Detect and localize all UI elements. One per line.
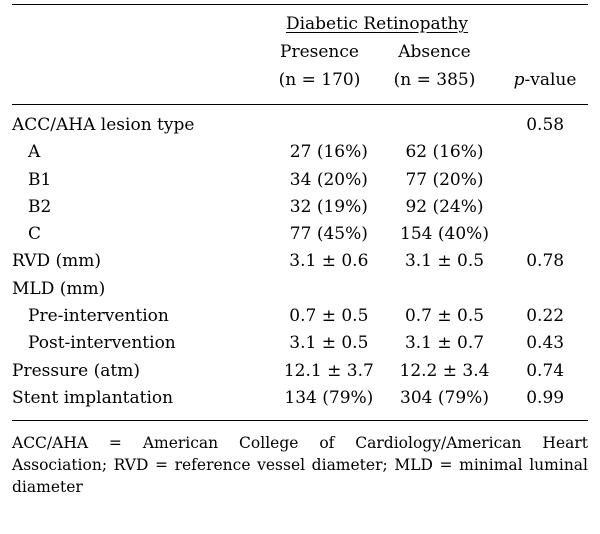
absence-value: 62 (16%): [405, 142, 484, 163]
row-label: Stent implantation: [12, 387, 174, 408]
p-value: [502, 139, 588, 166]
row-label: ACC/AHA lesion type: [12, 115, 195, 135]
p-value: [502, 276, 588, 303]
presence-value: 77 (45%): [289, 224, 368, 245]
presence-value: 3.1 ± 0.6: [289, 251, 369, 272]
presence-value: 134 (79%): [284, 387, 374, 408]
presence-value: 12.1 ± 3.7: [283, 360, 374, 381]
table-row: B1 34 (20%) 77 (20%): [12, 167, 588, 194]
p-value-header: p-value: [500, 70, 590, 90]
row-label: B2: [28, 196, 52, 217]
p-value: 0.43: [526, 333, 565, 354]
p-value: 0.74: [526, 360, 565, 381]
bottom-rule: [12, 420, 588, 421]
presence-value: 0.7 ± 0.5: [289, 306, 369, 327]
p-value: [502, 221, 588, 248]
data-table: ACC/AHA lesion type 0.58 A 27 (16%) 62 (16%)…: [12, 112, 588, 412]
p-value-suffix: -value: [524, 70, 577, 90]
presence-value: 3.1 ± 0.5: [289, 333, 369, 354]
absence-value: 3.1 ± 0.5: [404, 251, 485, 272]
row-label: RVD (mm): [12, 251, 102, 272]
row-label: Pressure (atm): [12, 360, 140, 381]
table-row: Stent implantation 134 (79%) 304 (79%) 0.99: [12, 385, 588, 412]
group-header: Diabetic Retinopathy: [262, 14, 492, 34]
absence-value: 3.1 ± 0.7: [404, 333, 485, 354]
table-row: A 27 (16%) 62 (16%): [12, 139, 588, 166]
p-value: 0.22: [526, 306, 565, 327]
top-rule: [12, 4, 588, 5]
absence-header: Absence: [398, 42, 471, 62]
presence-value: 27 (16%): [289, 142, 368, 163]
presence-value: 32 (19%): [289, 196, 368, 217]
row-label: C: [28, 224, 42, 245]
row-label: A: [28, 142, 41, 163]
presence-value: [271, 276, 387, 303]
footnote: ACC/AHA = American College of Cardiology…: [12, 434, 588, 496]
presence-n: (n = 170): [278, 70, 361, 90]
absence-value: 0.7 ± 0.5: [404, 306, 485, 327]
absence-value: 304 (79%): [400, 387, 489, 408]
table-row: Post-intervention 3.1 ± 0.5 3.1 ± 0.7 0.43: [12, 330, 588, 357]
p-value-italic: p: [513, 70, 525, 90]
row-label: MLD (mm): [12, 278, 106, 299]
table-row: RVD (mm) 3.1 ± 0.6 3.1 ± 0.5 0.78: [12, 248, 588, 275]
header-rule: [12, 104, 588, 105]
p-value: 0.99: [526, 387, 565, 408]
absence-value: 12.2 ± 3.4: [399, 360, 490, 381]
p-value: 0.78: [526, 251, 565, 272]
presence-value: [271, 112, 387, 139]
absence-value: 92 (24%): [405, 196, 484, 217]
table-row: Pre-intervention 0.7 ± 0.5 0.7 ± 0.5 0.22: [12, 303, 588, 330]
absence-n: (n = 385): [393, 70, 476, 90]
absence-value: 154 (40%): [400, 224, 489, 245]
table-body: ACC/AHA lesion type 0.58 A 27 (16%) 62 (16%)…: [12, 112, 588, 412]
row-label: B1: [28, 169, 52, 190]
table-row: MLD (mm): [12, 276, 588, 303]
presence-value: 34 (20%): [289, 169, 368, 190]
absence-value: [387, 276, 503, 303]
absence-value: [387, 112, 503, 139]
presence-header: Presence: [280, 42, 359, 62]
row-label: Pre-intervention: [28, 306, 169, 327]
p-value: [502, 167, 588, 194]
absence-value: 77 (20%): [405, 169, 484, 190]
group-header-text: Diabetic Retinopathy: [285, 14, 469, 34]
table-row: B2 32 (19%) 92 (24%): [12, 194, 588, 221]
table-row: ACC/AHA lesion type 0.58: [12, 112, 588, 139]
p-value: [502, 194, 588, 221]
table-row: C 77 (45%) 154 (40%): [12, 221, 588, 248]
table-row: Pressure (atm) 12.1 ± 3.7 12.2 ± 3.4 0.74: [12, 358, 588, 385]
row-label: Post-intervention: [28, 333, 176, 354]
p-value: 0.58: [526, 115, 565, 135]
